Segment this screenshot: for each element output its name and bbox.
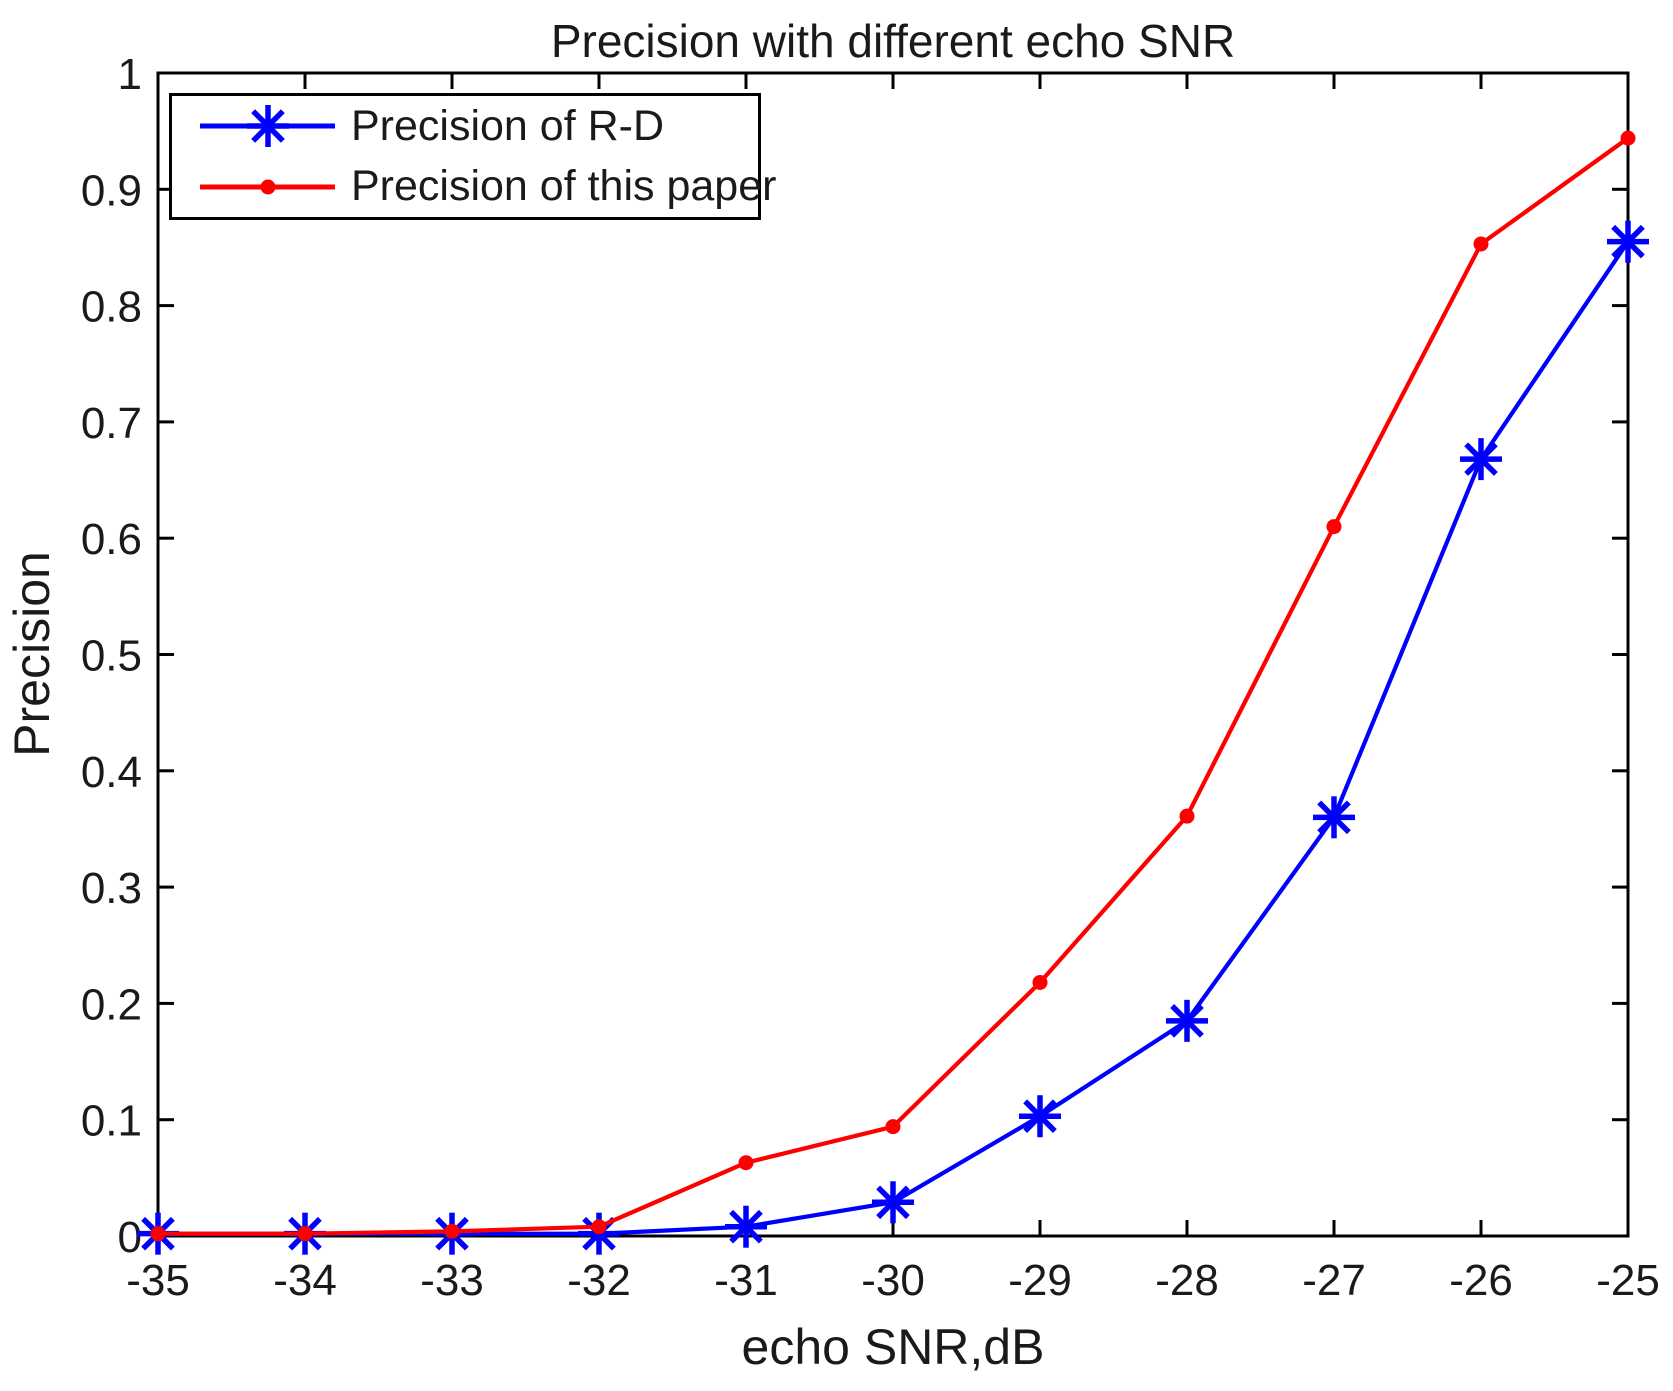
asterisk-marker-sample <box>200 105 335 148</box>
x-tick-label: -28 <box>1155 1256 1219 1305</box>
x-tick-label: -25 <box>1596 1256 1660 1305</box>
series-precision-rd <box>137 220 1649 1255</box>
dot-marker <box>1326 519 1342 535</box>
x-tick-label: -35 <box>126 1256 190 1305</box>
x-tick-label: -30 <box>861 1256 925 1305</box>
legend-label-precision-paper: Precision of this paper <box>351 162 777 211</box>
x-tick-label: -27 <box>1302 1256 1366 1305</box>
asterisk-marker <box>876 1185 910 1220</box>
y-tick-label: 0.4 <box>81 748 142 797</box>
x-tick-label: -32 <box>567 1256 631 1305</box>
asterisk-marker <box>1611 224 1645 259</box>
legend-item-precision-rd: Precision of R-D <box>200 100 758 152</box>
asterisk-marker <box>1464 442 1498 476</box>
y-tick-label: 1 <box>118 50 142 99</box>
y-tick-label: 0.9 <box>81 166 142 215</box>
x-axis-ticks: -35 -34 -33 -32 -31 -30 -29 -28 -27 -26 -25 <box>126 73 1660 1305</box>
dot-marker <box>1179 808 1195 824</box>
y-tick-label: 0.1 <box>81 1097 142 1146</box>
dot-marker <box>1032 974 1048 990</box>
dot-marker <box>150 1226 166 1242</box>
dot-marker <box>297 1226 313 1242</box>
axes-box <box>156 71 1630 1238</box>
y-tick-label: 0.6 <box>81 515 142 564</box>
chart-title: Precision with different echo SNR <box>550 15 1236 67</box>
x-tick-label: -34 <box>273 1256 337 1305</box>
dot-marker <box>260 179 276 195</box>
dot-marker <box>591 1219 607 1235</box>
series-line <box>158 240 1630 1236</box>
y-tick-label: 0 <box>118 1213 142 1262</box>
dot-marker <box>738 1155 754 1171</box>
asterisk-marker <box>1023 1099 1057 1134</box>
series-precision-paper <box>150 130 1636 1242</box>
legend: Precision of R-D Precision of this paper <box>169 93 776 220</box>
dot-marker <box>1620 130 1636 146</box>
y-tick-label: 0.5 <box>81 632 142 681</box>
dot-marker <box>1473 236 1489 252</box>
asterisk-marker <box>1317 800 1351 835</box>
legend-label-precision-rd: Precision of R-D <box>351 101 665 150</box>
series-line <box>158 136 1630 1236</box>
dot-marker <box>444 1223 460 1239</box>
x-tick-label: -29 <box>1008 1256 1072 1305</box>
y-tick-label: 0.7 <box>81 399 142 448</box>
y-tick-label: 0.8 <box>81 283 142 332</box>
x-tick-label: -33 <box>420 1256 484 1305</box>
asterisk-marker <box>729 1209 763 1244</box>
y-tick-label: 0.3 <box>81 864 142 913</box>
dot-marker <box>885 1119 901 1135</box>
y-axis-ticks: 0 0.1 0.2 0.3 0.4 0.5 0.6 0.7 0.8 0.9 1 <box>81 50 1628 1262</box>
asterisk-marker <box>1170 1004 1204 1038</box>
x-tick-label: -26 <box>1449 1256 1513 1305</box>
legend-item-precision-paper: Precision of this paper <box>200 161 776 213</box>
asterisk-marker <box>251 109 285 144</box>
y-tick-label: 0.2 <box>81 980 142 1029</box>
x-axis-label: echo SNR,dB <box>741 1319 1045 1375</box>
x-tick-label: -31 <box>714 1256 778 1305</box>
dot-marker-sample <box>200 179 335 195</box>
